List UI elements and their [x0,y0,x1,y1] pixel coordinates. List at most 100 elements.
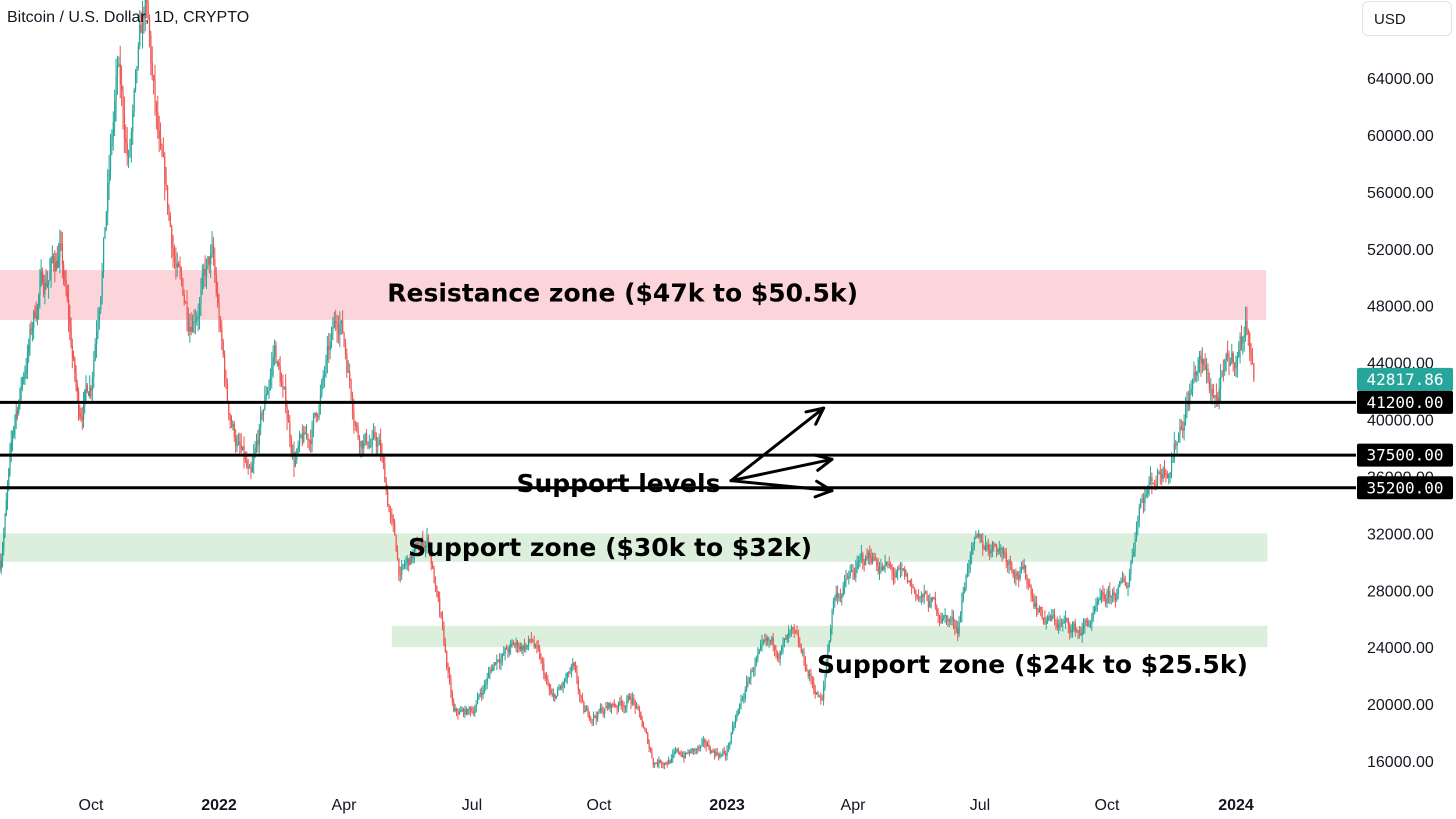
candle-body [1060,622,1063,624]
candle-body [1113,591,1115,597]
candle-body [933,597,935,600]
candle-body [665,763,667,765]
x-tick-label: Jul [462,797,482,814]
candle-body [231,420,233,427]
candle-body [40,271,42,283]
candle-body [375,437,378,447]
candle-body [672,754,674,759]
candle-body [901,567,903,570]
candle-body [308,440,310,442]
candle-body [1078,631,1081,634]
candle-body [426,537,428,545]
candle-body [1031,595,1034,599]
candle-body [164,156,166,184]
candle-body [212,244,215,260]
x-axis[interactable]: Oct 2022 Apr Jul Oct 2023 Apr Jul Oct 2024 [79,797,1254,814]
candle-body [146,0,148,3]
candle-body [834,597,836,601]
candle-body [597,712,599,720]
candle-body [929,601,931,608]
candle-body [420,539,423,548]
candle-body [1159,472,1161,475]
candle-body [532,640,534,642]
candle-body [734,719,737,725]
candle-body [261,413,263,415]
candle-body [1025,565,1027,577]
candle-body [395,535,397,552]
candle-body [430,551,432,565]
candle-body [859,556,861,561]
candle-body [210,254,212,265]
candle-body [800,646,802,653]
y-tick-label: 16000.00 [1367,754,1434,771]
candle-body [61,243,64,265]
candle-body [1084,620,1086,626]
candle-body [1171,462,1173,473]
candle-body [312,416,315,429]
candle-body [594,715,596,717]
candle-body [849,571,851,577]
candle-body [666,763,668,765]
candle-body [335,320,337,323]
candle-body [98,309,101,321]
candle-body [617,702,620,709]
level-tag-bg [1357,390,1453,414]
candle-body [136,66,138,70]
candle-body [517,641,519,647]
candle-body [398,558,400,575]
candle-body [1213,395,1215,398]
candle-body [368,446,371,448]
candle-body [1027,583,1030,585]
candle-body [620,701,622,706]
x-tick-label: Apr [841,797,867,814]
candle-body [521,646,523,651]
candle-body [1176,442,1178,445]
candle-body [48,280,50,285]
candle-body [240,444,242,450]
candle-body [676,749,678,752]
candle-body [443,625,445,643]
candle-body [1016,573,1018,576]
candle-body [796,632,798,635]
candle-body [45,282,47,287]
candle-body [1182,428,1184,431]
candle-body [964,587,966,593]
candle-body [406,558,408,563]
candle-body [456,708,458,711]
candle-body [41,271,44,284]
arrow-head [804,406,826,414]
currency-button[interactable]: USD [1362,1,1452,36]
candle-body [694,749,696,751]
candle-body [583,701,585,713]
candle-body [0,561,1,570]
candle-body [447,667,449,673]
last-price-tag-text: 42817.86 [1366,370,1443,389]
candle-body [228,401,230,415]
candle-body [636,707,638,709]
candle-body [1087,620,1089,626]
candle-body [208,256,210,265]
candle-body [1250,351,1252,359]
candle-body [813,683,815,691]
y-axis[interactable]: 64000.00 60000.00 56000.00 52000.00 48000.00… [1367,71,1434,771]
last-price-tag-bg [1357,367,1453,391]
candle-body [1036,603,1038,612]
candle-body [399,574,401,576]
candle-body [153,75,155,81]
candle-body [494,662,497,665]
candle-body [1142,498,1145,504]
candle-body [978,533,980,537]
candle-body [1208,380,1211,390]
candle-body [966,569,969,575]
candle-body [814,690,816,695]
candle-body [1051,615,1053,621]
candle-body [842,585,844,595]
candle-body [783,638,786,643]
candle-body [1112,591,1114,596]
candle-body [605,706,607,709]
candle-body [401,566,403,575]
candle-body [930,597,932,602]
candle-body [503,653,505,655]
candle-body [306,434,308,436]
